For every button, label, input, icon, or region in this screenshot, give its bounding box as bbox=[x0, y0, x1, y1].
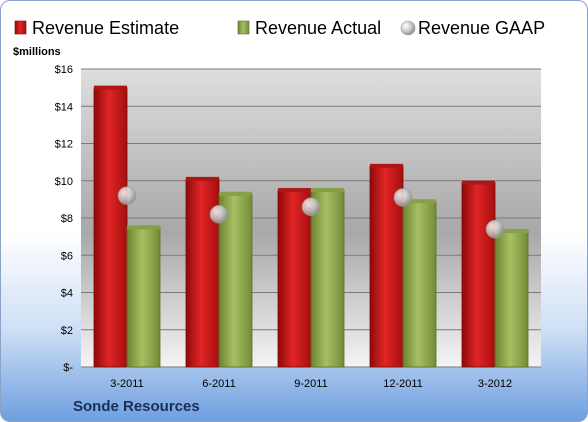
y-tick-label: $6 bbox=[61, 250, 73, 262]
bar-top-cap bbox=[186, 176, 219, 181]
legend-swatch-estimate bbox=[14, 20, 27, 35]
bar-revenue-actual bbox=[494, 230, 529, 368]
x-tick-label: 6-2011 bbox=[202, 378, 235, 390]
y-tick-label: $10 bbox=[55, 176, 73, 188]
marker-revenue-gaap bbox=[117, 186, 137, 205]
marker-revenue-gaap bbox=[209, 204, 229, 224]
company-name: Sonde Resources bbox=[73, 398, 200, 415]
x-tick-label: 12-2011 bbox=[383, 378, 423, 390]
x-tick-label: 3-2012 bbox=[478, 378, 512, 390]
legend-swatch-gaap bbox=[400, 20, 416, 36]
bar-top-cap bbox=[311, 188, 344, 193]
bar-revenue-estimate bbox=[93, 87, 128, 368]
legend-label: Revenue Estimate bbox=[32, 18, 179, 38]
y-tick-label: $- bbox=[63, 362, 73, 374]
legend-label: Revenue Actual bbox=[255, 18, 381, 38]
y-tick-label: $12 bbox=[55, 139, 73, 151]
marker-revenue-gaap bbox=[485, 219, 505, 239]
y-tick-label: $2 bbox=[61, 325, 73, 337]
bar-revenue-actual bbox=[310, 189, 345, 368]
x-tick-label: 3-2011 bbox=[110, 378, 143, 390]
x-tick-label: 9-2011 bbox=[294, 378, 327, 390]
marker-revenue-gaap bbox=[393, 188, 413, 207]
bar-revenue-actual bbox=[126, 226, 161, 368]
bar-revenue-estimate bbox=[461, 182, 496, 368]
bar-top-cap bbox=[219, 191, 252, 196]
bar-top-cap bbox=[495, 229, 528, 234]
legend-label: Revenue GAAP bbox=[418, 18, 545, 38]
bar-top-cap bbox=[94, 85, 127, 90]
bar-top-cap bbox=[370, 163, 403, 168]
y-axis-label: $millions bbox=[13, 46, 61, 58]
bar-top-cap bbox=[403, 199, 436, 204]
legend-swatch-actual bbox=[237, 20, 250, 35]
bar-revenue-estimate bbox=[277, 189, 312, 368]
bar-top-cap bbox=[278, 188, 311, 193]
y-tick-label: $8 bbox=[61, 213, 73, 225]
y-tick-label: $14 bbox=[55, 101, 73, 113]
bar-top-cap bbox=[462, 180, 495, 185]
bar-top-cap bbox=[127, 225, 160, 230]
y-tick-label: $16 bbox=[55, 64, 73, 76]
marker-revenue-gaap bbox=[301, 197, 321, 217]
y-tick-label: $4 bbox=[61, 288, 73, 300]
bar-revenue-actual bbox=[402, 200, 437, 368]
